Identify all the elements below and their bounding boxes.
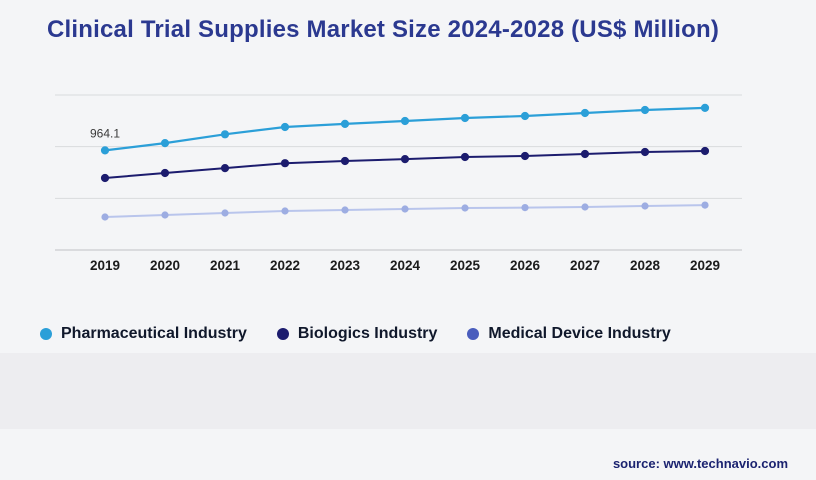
series-marker-0 — [160, 139, 170, 148]
legend-label-biologics: Biologics Industry — [297, 325, 438, 342]
x-tick-label: 2028 — [630, 258, 661, 273]
series-marker-1 — [640, 147, 650, 157]
series-marker-1 — [460, 152, 470, 162]
x-tick-label: 2025 — [450, 258, 481, 273]
series-marker-2 — [521, 204, 529, 212]
series-marker-1 — [160, 168, 170, 178]
x-tick-label: 2027 — [570, 258, 600, 273]
series-marker-0 — [340, 119, 350, 128]
legend-item-pharmaceutical: Pharmaceutical Industry — [40, 325, 247, 343]
x-tick-label: 2024 — [390, 258, 421, 273]
series-marker-2 — [161, 211, 169, 219]
legend-dot-pharmaceutical-icon — [40, 328, 52, 340]
series-marker-2 — [281, 207, 289, 215]
series-marker-1 — [340, 156, 350, 166]
series-marker-1 — [520, 151, 530, 161]
series-marker-0 — [700, 103, 710, 112]
legend-dot-medical-device-icon — [467, 328, 480, 340]
series-marker-1 — [100, 173, 110, 183]
legend-item-medical-device: Medical Device Industry — [467, 325, 671, 343]
series-marker-0 — [220, 130, 230, 139]
footer-band — [0, 353, 816, 429]
series-marker-0 — [580, 108, 590, 118]
x-tick-label: 2023 — [330, 258, 361, 273]
x-tick-label: 2021 — [210, 258, 241, 273]
series-marker-2 — [341, 206, 349, 214]
x-tick-label: 2029 — [690, 258, 720, 273]
chart-legend: Pharmaceutical Industry Biologics Indust… — [40, 325, 671, 343]
legend-item-biologics: Biologics Industry — [276, 325, 438, 343]
legend-label-medical-device: Medical Device Industry — [488, 325, 671, 342]
series-marker-2 — [101, 213, 109, 221]
x-tick-label: 2022 — [270, 258, 300, 273]
series-marker-1 — [700, 146, 710, 156]
series-line-0 — [104, 106, 706, 152]
series-marker-0 — [460, 113, 470, 123]
x-tick-label: 2019 — [90, 258, 120, 273]
series-marker-0 — [400, 116, 410, 126]
series-marker-2 — [701, 201, 709, 209]
series-marker-2 — [221, 209, 229, 217]
series-marker-0 — [520, 111, 530, 121]
line-chart: 2019 2020 2021 2022 2023 2024 2025 2026 2027 2028… — [55, 94, 742, 273]
series-marker-1 — [580, 149, 590, 159]
series-marker-0 — [640, 105, 650, 115]
series-marker-2 — [641, 202, 649, 210]
series-marker-2 — [461, 204, 469, 212]
series-marker-1 — [220, 164, 230, 173]
x-tick-label: 2020 — [150, 258, 180, 273]
series-marker-1 — [280, 159, 290, 168]
source-attribution: source: www.technavio.com — [612, 456, 788, 471]
legend-label-pharmaceutical: Pharmaceutical Industry — [61, 325, 247, 342]
series-marker-2 — [401, 205, 409, 213]
x-tick-label: 2026 — [510, 258, 541, 273]
legend-dot-biologics-icon — [276, 328, 289, 340]
series-marker-1 — [400, 155, 410, 164]
chart-title: Clinical Trial Supplies Market Size 2024… — [47, 16, 720, 43]
series-marker-0 — [280, 122, 290, 132]
data-label: 964.1 — [90, 126, 120, 140]
series-marker-2 — [581, 203, 589, 211]
series-marker-0 — [100, 146, 110, 155]
